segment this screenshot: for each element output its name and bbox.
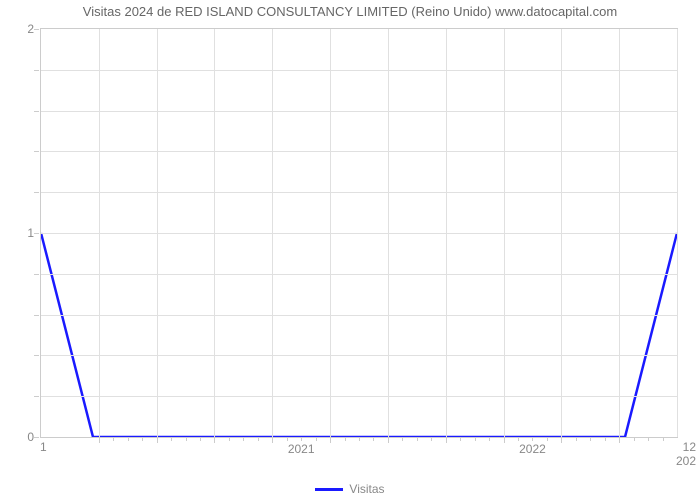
- y-tick-mark: [34, 233, 39, 234]
- chart-title: Visitas 2024 de RED ISLAND CONSULTANCY L…: [0, 4, 700, 19]
- x-tick-mark-minor: [590, 438, 591, 441]
- y-tick-mark: [34, 151, 39, 152]
- x-tick-mark-minor: [186, 438, 187, 441]
- y-tick-mark: [34, 437, 39, 438]
- x-tick-mark: [388, 438, 389, 443]
- x-tick-mark-minor: [634, 438, 635, 441]
- x-tick-mark-minor: [431, 438, 432, 441]
- x-tick-mark: [214, 438, 215, 443]
- legend-label: Visitas: [349, 482, 384, 496]
- x-tick-mark-minor: [142, 438, 143, 441]
- x-tick-mark-minor: [113, 438, 114, 441]
- legend: Visitas: [0, 478, 700, 497]
- x-tick-mark-minor: [229, 438, 230, 441]
- y-tick-mark: [34, 29, 39, 30]
- x-axis-right-end-top-label: 12: [683, 440, 696, 454]
- x-tick-mark-minor: [605, 438, 606, 441]
- x-tick-mark-minor: [460, 438, 461, 441]
- x-tick-mark-minor: [171, 438, 172, 441]
- x-tick-mark-minor: [287, 438, 288, 441]
- x-tick-mark: [99, 438, 100, 443]
- x-tick-label: 2022: [519, 442, 546, 456]
- x-axis-right-end-bottom-label: 202: [676, 454, 696, 468]
- y-tick-mark: [34, 396, 39, 397]
- y-tick-mark: [34, 315, 39, 316]
- x-tick-mark-minor: [200, 438, 201, 441]
- x-tick-mark-minor: [402, 438, 403, 441]
- y-tick-mark: [34, 70, 39, 71]
- x-tick-mark: [619, 438, 620, 443]
- x-tick-mark-minor: [301, 438, 302, 441]
- x-tick-mark-minor: [576, 438, 577, 441]
- x-tick-mark: [446, 438, 447, 443]
- x-tick-mark-minor: [417, 438, 418, 441]
- x-tick-mark-minor: [663, 438, 664, 441]
- x-tick-mark: [330, 438, 331, 443]
- y-tick-mark: [34, 192, 39, 193]
- y-tick-mark: [34, 355, 39, 356]
- x-tick-mark: [504, 438, 505, 443]
- gridline-horizontal: [41, 315, 677, 316]
- x-tick-mark-minor: [345, 438, 346, 441]
- x-tick-mark: [272, 438, 273, 443]
- y-tick-label: 2: [4, 22, 34, 36]
- gridline-horizontal: [41, 274, 677, 275]
- y-tick-label: 0: [4, 430, 34, 444]
- x-tick-mark-minor: [547, 438, 548, 441]
- gridline-horizontal: [41, 151, 677, 152]
- gridline-horizontal: [41, 233, 677, 234]
- x-tick-mark: [157, 438, 158, 443]
- gridline-horizontal: [41, 70, 677, 71]
- y-tick-mark: [34, 274, 39, 275]
- x-axis-left-end-label: 1: [40, 440, 47, 454]
- plot-area: [40, 28, 678, 438]
- legend-swatch: [315, 488, 343, 491]
- gridline-horizontal: [41, 396, 677, 397]
- x-tick-mark-minor: [475, 438, 476, 441]
- x-tick-mark-minor: [518, 438, 519, 441]
- x-tick-mark-minor: [258, 438, 259, 441]
- gridline-horizontal: [41, 355, 677, 356]
- x-tick-mark-minor: [489, 438, 490, 441]
- gridline-horizontal: [41, 192, 677, 193]
- x-tick-mark-minor: [373, 438, 374, 441]
- x-tick-mark-minor: [359, 438, 360, 441]
- gridline-vertical: [677, 29, 678, 437]
- y-tick-label: 1: [4, 226, 34, 240]
- x-tick-mark-minor: [243, 438, 244, 441]
- x-tick-mark-minor: [648, 438, 649, 441]
- chart-container: Visitas 2024 de RED ISLAND CONSULTANCY L…: [0, 0, 700, 500]
- x-tick-mark-minor: [316, 438, 317, 441]
- y-tick-mark: [34, 111, 39, 112]
- x-tick-mark-minor: [532, 438, 533, 441]
- x-tick-mark-minor: [128, 438, 129, 441]
- gridline-horizontal: [41, 111, 677, 112]
- legend-item-visitas: Visitas: [315, 482, 384, 496]
- x-tick-mark: [561, 438, 562, 443]
- x-tick-label: 2021: [288, 442, 315, 456]
